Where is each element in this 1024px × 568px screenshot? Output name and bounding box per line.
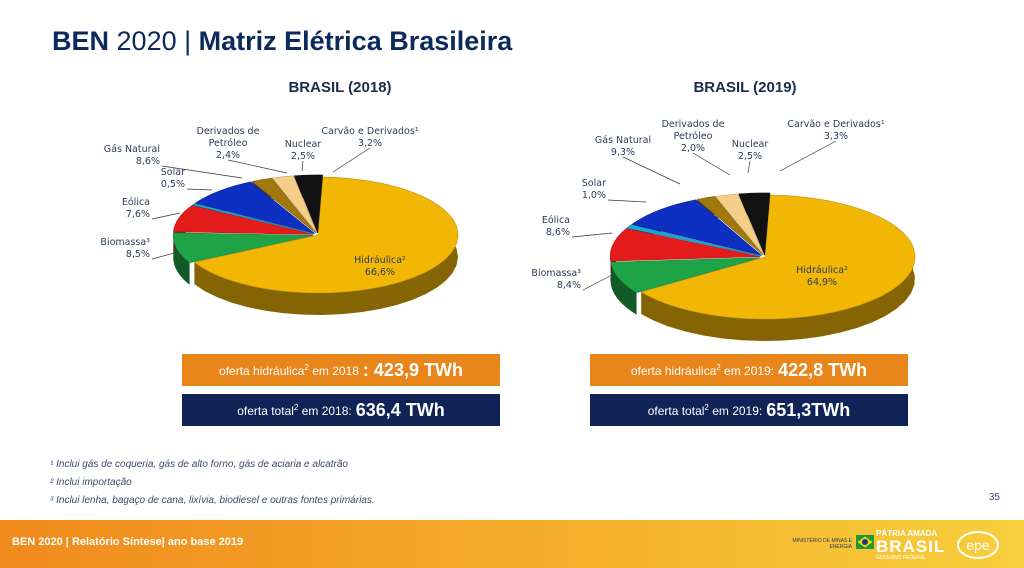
data-label: Derivados de Petróleo 2,4% bbox=[197, 126, 260, 161]
hydro-supply-sup: 2 bbox=[716, 362, 721, 372]
brand-line-2: BRASIL bbox=[876, 537, 946, 556]
title-part-year: 2020 | bbox=[116, 26, 192, 56]
pie-slice bbox=[191, 203, 314, 235]
hydro-supply-value-2018: : 423,9 TWh bbox=[362, 359, 463, 380]
total-supply-year: em 2019: bbox=[712, 403, 763, 418]
label-leader-line bbox=[747, 160, 751, 174]
pie-slices bbox=[172, 174, 459, 315]
label-leader-line bbox=[332, 147, 371, 173]
footer-bar: BEN 2020 | Relatório Síntese| ano base 2… bbox=[0, 520, 1024, 568]
label-leader-line bbox=[161, 165, 243, 179]
brand-line-1: PÁTRIA AMADA bbox=[876, 529, 938, 538]
label-leader-line bbox=[571, 232, 613, 238]
brand-logo: PÁTRIA AMADA BRASIL GOVERNO FEDERAL bbox=[876, 529, 945, 561]
brazil-flag-icon bbox=[856, 535, 874, 549]
label-leader-line bbox=[692, 152, 731, 176]
data-label: Gás Natural 8,6% bbox=[104, 144, 160, 167]
pie-slice bbox=[609, 228, 761, 262]
epe-logo: epe bbox=[957, 531, 999, 559]
pie-slice-side bbox=[641, 195, 915, 341]
pie-slice bbox=[610, 257, 761, 293]
pie-slice-side bbox=[610, 262, 637, 315]
total-supply-sup: 2 bbox=[293, 402, 299, 412]
hydro-supply-label-2018: oferta hidráulica2 em 2018 bbox=[219, 363, 359, 378]
total-supply-box-2019: oferta total2 em 2019: 651,3TWh bbox=[590, 394, 908, 426]
hydro-supply-label-2019: oferta hidráulica2 em 2019: bbox=[631, 363, 774, 378]
hydro-supply-value-2019: 422,8 TWh bbox=[778, 359, 868, 380]
label-leader-line bbox=[301, 160, 304, 172]
pie-slice bbox=[173, 205, 314, 235]
total-supply-sup: 2 bbox=[704, 402, 709, 412]
hydro-supply-year: em 2019: bbox=[724, 363, 775, 378]
data-label: Eólica 8,6% bbox=[542, 215, 570, 238]
data-label: Hidráulica² 66,6% bbox=[354, 255, 406, 278]
data-label: Gás Natural 9,3% bbox=[595, 135, 651, 158]
footnotes: ¹ Inclui gás de coqueria, gás de alto fo… bbox=[50, 456, 375, 510]
footnote-2: ² Inclui importação bbox=[50, 477, 132, 488]
total-supply-text: oferta total bbox=[237, 403, 294, 418]
hydro-supply-year: em 2018 bbox=[312, 363, 359, 378]
pie-slices bbox=[609, 192, 916, 341]
data-label: Solar 1,0% bbox=[582, 178, 606, 201]
label-leader-line bbox=[582, 274, 613, 291]
pie-chart-2019: Hidráulica² 64,9% Biomassa³ 8,4% Eólica 8,6% S… bbox=[531, 119, 916, 341]
data-label: Derivados de Petróleo 2,0% bbox=[662, 119, 725, 154]
page-number: 35 bbox=[988, 492, 1000, 503]
total-supply-label-2018: oferta total2 em 2018: bbox=[237, 403, 352, 418]
total-supply-year: em 2018: bbox=[301, 403, 352, 418]
label-leader-line bbox=[151, 212, 181, 220]
chart-title-2018: BRASIL (2018) bbox=[288, 79, 392, 96]
label-leader-line bbox=[186, 188, 213, 191]
hydro-supply-text: oferta hidráulica bbox=[630, 363, 717, 378]
label-leader-line bbox=[779, 140, 837, 172]
hydro-supply-box-2019: oferta hidráulica2 em 2019: 422,8 TWh bbox=[590, 354, 908, 386]
data-label: Nuclear 2,5% bbox=[285, 139, 322, 162]
pie-slice bbox=[696, 196, 764, 256]
pie-slice bbox=[271, 175, 318, 234]
brand-line-3: GOVERNO FEDERAL bbox=[876, 555, 927, 561]
footer-text: BEN 2020 | Relatório Síntese| ano base 2… bbox=[12, 536, 244, 548]
pie-slice bbox=[631, 199, 762, 256]
data-label: Biomassa³ 8,5% bbox=[100, 237, 150, 260]
total-supply-box-2018: oferta total2 em 2018: 636,4 TWh bbox=[182, 394, 500, 426]
hydro-supply-sup: 2 bbox=[304, 362, 309, 372]
pie-slice bbox=[172, 232, 314, 263]
pie-slice-side bbox=[173, 232, 190, 285]
data-label: Nuclear 2,5% bbox=[732, 139, 769, 162]
pie-slice bbox=[194, 181, 315, 234]
pie-slice bbox=[626, 224, 761, 257]
page-title: BEN 2020 | Matriz Elétrica Brasileira bbox=[52, 26, 512, 57]
data-label: Solar 0,5% bbox=[161, 167, 185, 190]
pie-slice bbox=[251, 177, 317, 234]
data-label: Eólica 7,6% bbox=[122, 197, 150, 220]
hydro-supply-text: oferta hidráulica bbox=[219, 363, 305, 378]
pie-chart-2018: Hidráulica² 66,6% Biomassa³ 8,5% Eólica 7,6% S… bbox=[100, 126, 459, 315]
label-leader-line bbox=[227, 159, 288, 174]
pie-slice bbox=[738, 192, 771, 256]
data-label: Biomassa³ 8,4% bbox=[531, 268, 581, 291]
footnote-1: ¹ Inclui gás de coqueria, gás de alto fo… bbox=[50, 459, 348, 470]
data-label: Carvão e Derivados¹ 3,2% bbox=[321, 126, 418, 149]
label-leader-line bbox=[622, 156, 681, 185]
ministry-label: MINISTÉRIO DE MINAS E ENERGIA bbox=[792, 538, 852, 550]
pie-slice bbox=[193, 176, 459, 294]
total-supply-label-2019: oferta total2 em 2019: bbox=[648, 403, 763, 418]
footnote-3: ³ Inclui lenha, bagaço de cana, lixívia,… bbox=[50, 495, 375, 506]
label-leader-line bbox=[151, 251, 179, 260]
chart-title-2019: BRASIL (2019) bbox=[693, 79, 797, 96]
hydro-supply-box-2018: oferta hidráulica2 em 2018 : 423,9 TWh bbox=[182, 354, 500, 386]
title-part-ben: BEN bbox=[52, 26, 110, 56]
label-leader-line bbox=[607, 199, 647, 203]
data-label: Hidráulica² 64,9% bbox=[796, 265, 848, 288]
pie-slice bbox=[640, 194, 916, 320]
pie-slice bbox=[714, 193, 765, 256]
pie-slice bbox=[294, 174, 323, 234]
total-supply-text: oferta total bbox=[647, 403, 705, 418]
data-label: Carvão e Derivados¹ 3,3% bbox=[787, 119, 884, 142]
total-supply-value-2019: 651,3TWh bbox=[766, 399, 851, 420]
title-part-main: Matriz Elétrica Brasileira bbox=[198, 26, 513, 56]
total-supply-value-2018: 636,4 TWh bbox=[355, 399, 445, 420]
